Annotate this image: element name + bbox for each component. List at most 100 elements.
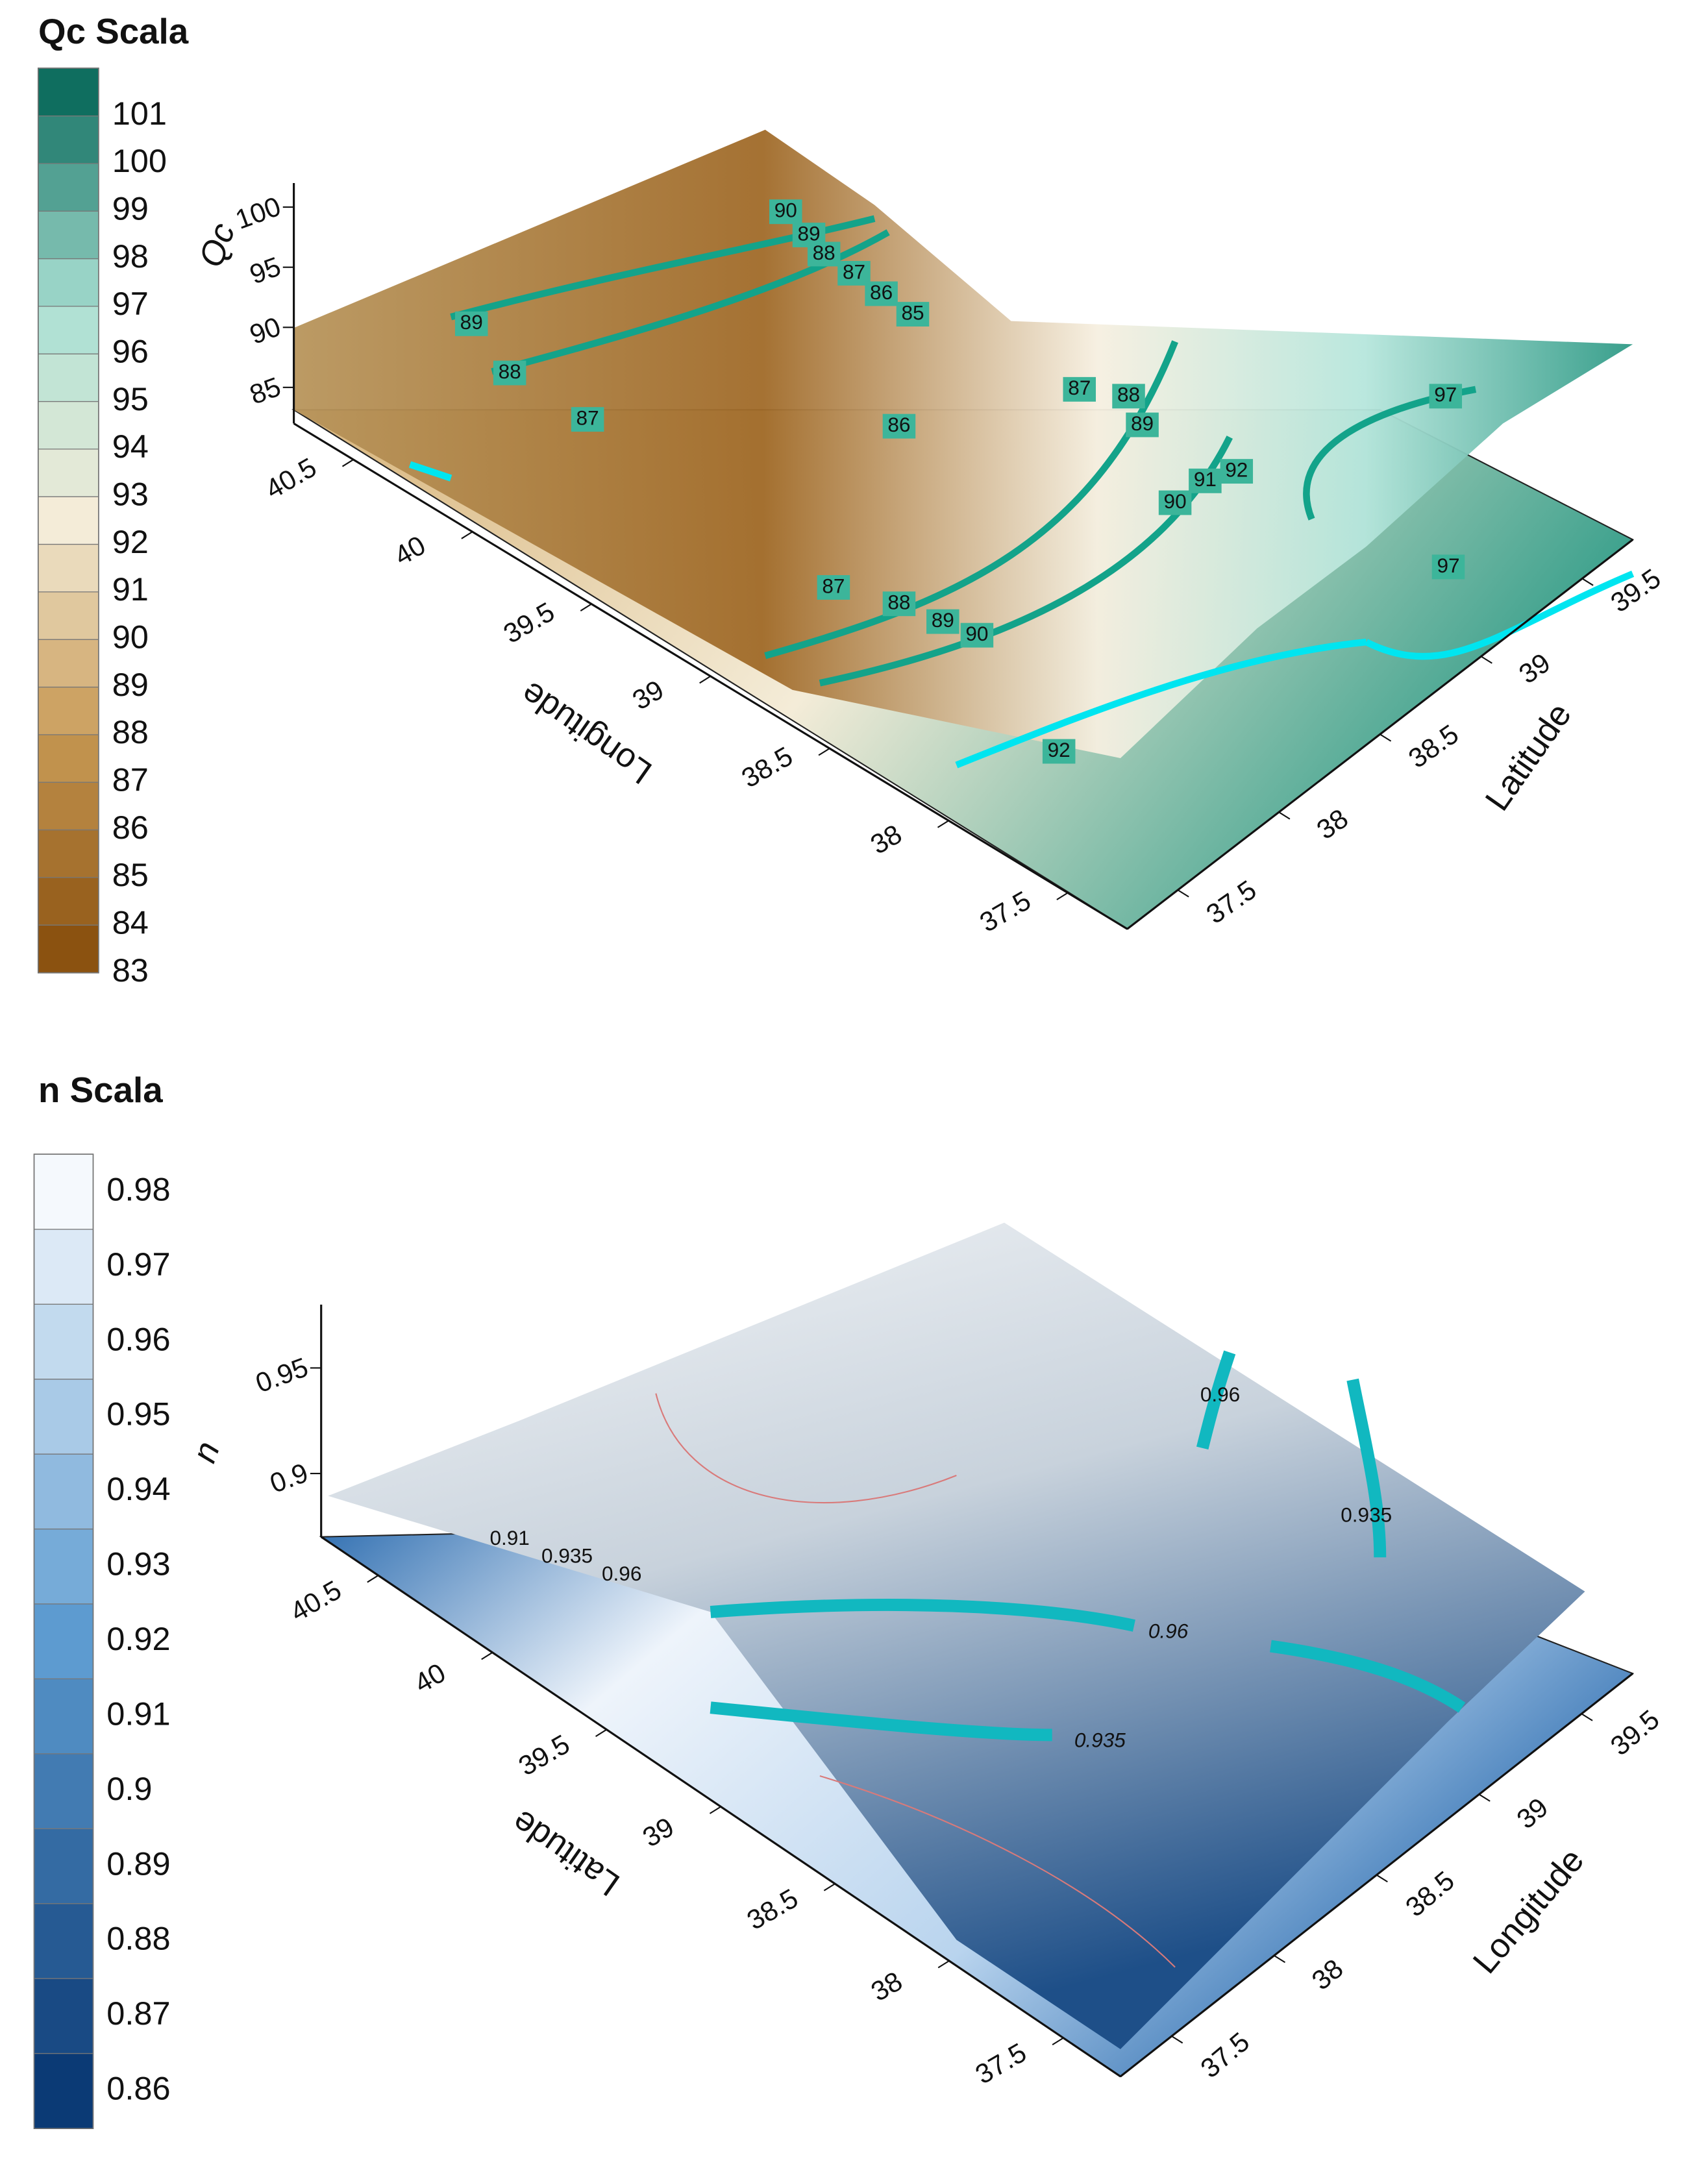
contour-label: 90 [774, 199, 797, 222]
contour-label-bg [769, 199, 802, 225]
y-tick [1480, 656, 1492, 664]
colorbar-label: 98 [112, 238, 149, 275]
colorbar-label: 101 [112, 95, 167, 132]
y-axis-title: Longitude [1466, 1842, 1592, 1981]
contour-label-bg [1158, 490, 1192, 515]
colorbar-band [34, 1153, 93, 1230]
colorbar-label: 94 [112, 428, 149, 465]
colorbar-label: 91 [112, 571, 149, 608]
x-tick [595, 1729, 607, 1737]
y-tick [1177, 889, 1189, 898]
contour-label: 91 [1194, 467, 1217, 491]
z-tick-label: 95 [245, 251, 284, 289]
contour-label: 89 [932, 608, 954, 632]
colorbar-label: 0.96 [106, 1320, 170, 1357]
colorbar-band [34, 1678, 93, 1755]
x-tick [341, 459, 354, 467]
x-tick-label: 38 [866, 1965, 908, 2007]
x-tick-label: 39 [637, 1811, 679, 1853]
x-tick-label: 40 [389, 530, 430, 571]
colorbar-label: 0.93 [106, 1546, 170, 1583]
contour-label: 87 [576, 406, 599, 429]
colorbar-label: 0.88 [106, 1920, 170, 1957]
x-tick [937, 820, 949, 828]
y-tick [1274, 1954, 1286, 1964]
y-tick [1581, 1713, 1593, 1721]
contour-label: 88 [887, 591, 910, 614]
contour-label-bg [882, 591, 916, 617]
contour-label: 88 [1117, 383, 1140, 406]
colorbar-label: 96 [112, 333, 149, 370]
colorbar-label: 92 [112, 523, 149, 560]
contour-label: 0.935 [541, 1544, 593, 1568]
contour-label: 90 [1164, 489, 1187, 513]
colorbar-label: 0.86 [106, 2070, 170, 2107]
colorbar-label: 84 [112, 904, 149, 941]
colorbar-band [38, 163, 99, 212]
colorbar-band [34, 1603, 93, 1680]
contour-label-bg [960, 622, 994, 648]
colorbar-band [34, 1528, 93, 1605]
colorbar-band [34, 1229, 93, 1305]
colorbar-band [38, 258, 99, 307]
x-tick-label: 40 [409, 1657, 451, 1699]
contour-label: 88 [813, 241, 835, 264]
contour-label: 0.91 [489, 1526, 529, 1549]
contour-label-bg [1112, 384, 1145, 409]
y-tick-label: 37.5 [1201, 874, 1262, 930]
colorbar-label: 0.91 [106, 1695, 170, 1732]
contour-label: 0.935 [1341, 1503, 1392, 1526]
x-tick-label: 40.5 [260, 452, 321, 505]
contour-line [450, 215, 1477, 687]
colorbar-label: 97 [112, 285, 149, 322]
contour-label-bg [837, 260, 871, 286]
contour-label: 89 [1131, 412, 1154, 435]
y-tick-label: 38 [1306, 1953, 1349, 1996]
x-tick-label: 38 [865, 819, 907, 860]
contour-label: 89 [460, 310, 483, 334]
y-tick-label: 39 [1511, 1792, 1553, 1834]
colorbar-band [38, 68, 99, 117]
colorbar-band [38, 686, 99, 735]
x-tick [1052, 2037, 1064, 2046]
z-tick-label: 100 [231, 191, 284, 235]
contour-label: 92 [1225, 458, 1248, 481]
x-tick [699, 675, 712, 684]
z-tick-label: 0.95 [252, 1351, 312, 1398]
colorbar-band [38, 829, 99, 878]
colorbar-band [38, 306, 99, 354]
y-tick-label: 38.5 [1400, 1865, 1460, 1923]
colorbar-band [38, 782, 99, 831]
chart-title: n Scala [38, 1070, 163, 1110]
z-axis-title: Qc [192, 218, 242, 272]
contour-label-bg [1220, 459, 1254, 484]
colorbar-label: 99 [112, 190, 149, 227]
colorbar-band [34, 1903, 93, 1979]
x-tick [818, 748, 830, 756]
y-tick [1581, 578, 1594, 586]
x-tick-label: 39.5 [514, 1729, 575, 1782]
z-axis-title: n [185, 1436, 227, 1468]
contour-label-bg [1063, 376, 1096, 402]
y-tick-label: 39.5 [1605, 563, 1666, 618]
y-tick-label: 39 [1513, 647, 1555, 689]
y-tick [1278, 811, 1291, 820]
colorbar-label: 83 [112, 952, 149, 989]
z-tick-label: 90 [245, 311, 284, 350]
y-tick-label: 38.5 [1403, 719, 1464, 774]
colorbar-band [38, 353, 99, 402]
contour-label-bg [571, 407, 604, 432]
chart-title: Qc Scala [38, 11, 189, 51]
colorbar-band [38, 734, 99, 783]
x-tick [1056, 892, 1069, 900]
colorbar-band [38, 924, 99, 974]
colorbar-band [38, 400, 99, 450]
x-tick-label: 39 [627, 674, 669, 715]
x-tick [709, 1806, 721, 1814]
contour-label-bg [896, 302, 930, 326]
y-tick [1171, 2036, 1183, 2044]
colorbar-label: 89 [112, 666, 149, 703]
contour-label-bg [807, 241, 841, 267]
contour-label: 0.96 [602, 1562, 641, 1585]
contour-label: 86 [870, 280, 893, 304]
